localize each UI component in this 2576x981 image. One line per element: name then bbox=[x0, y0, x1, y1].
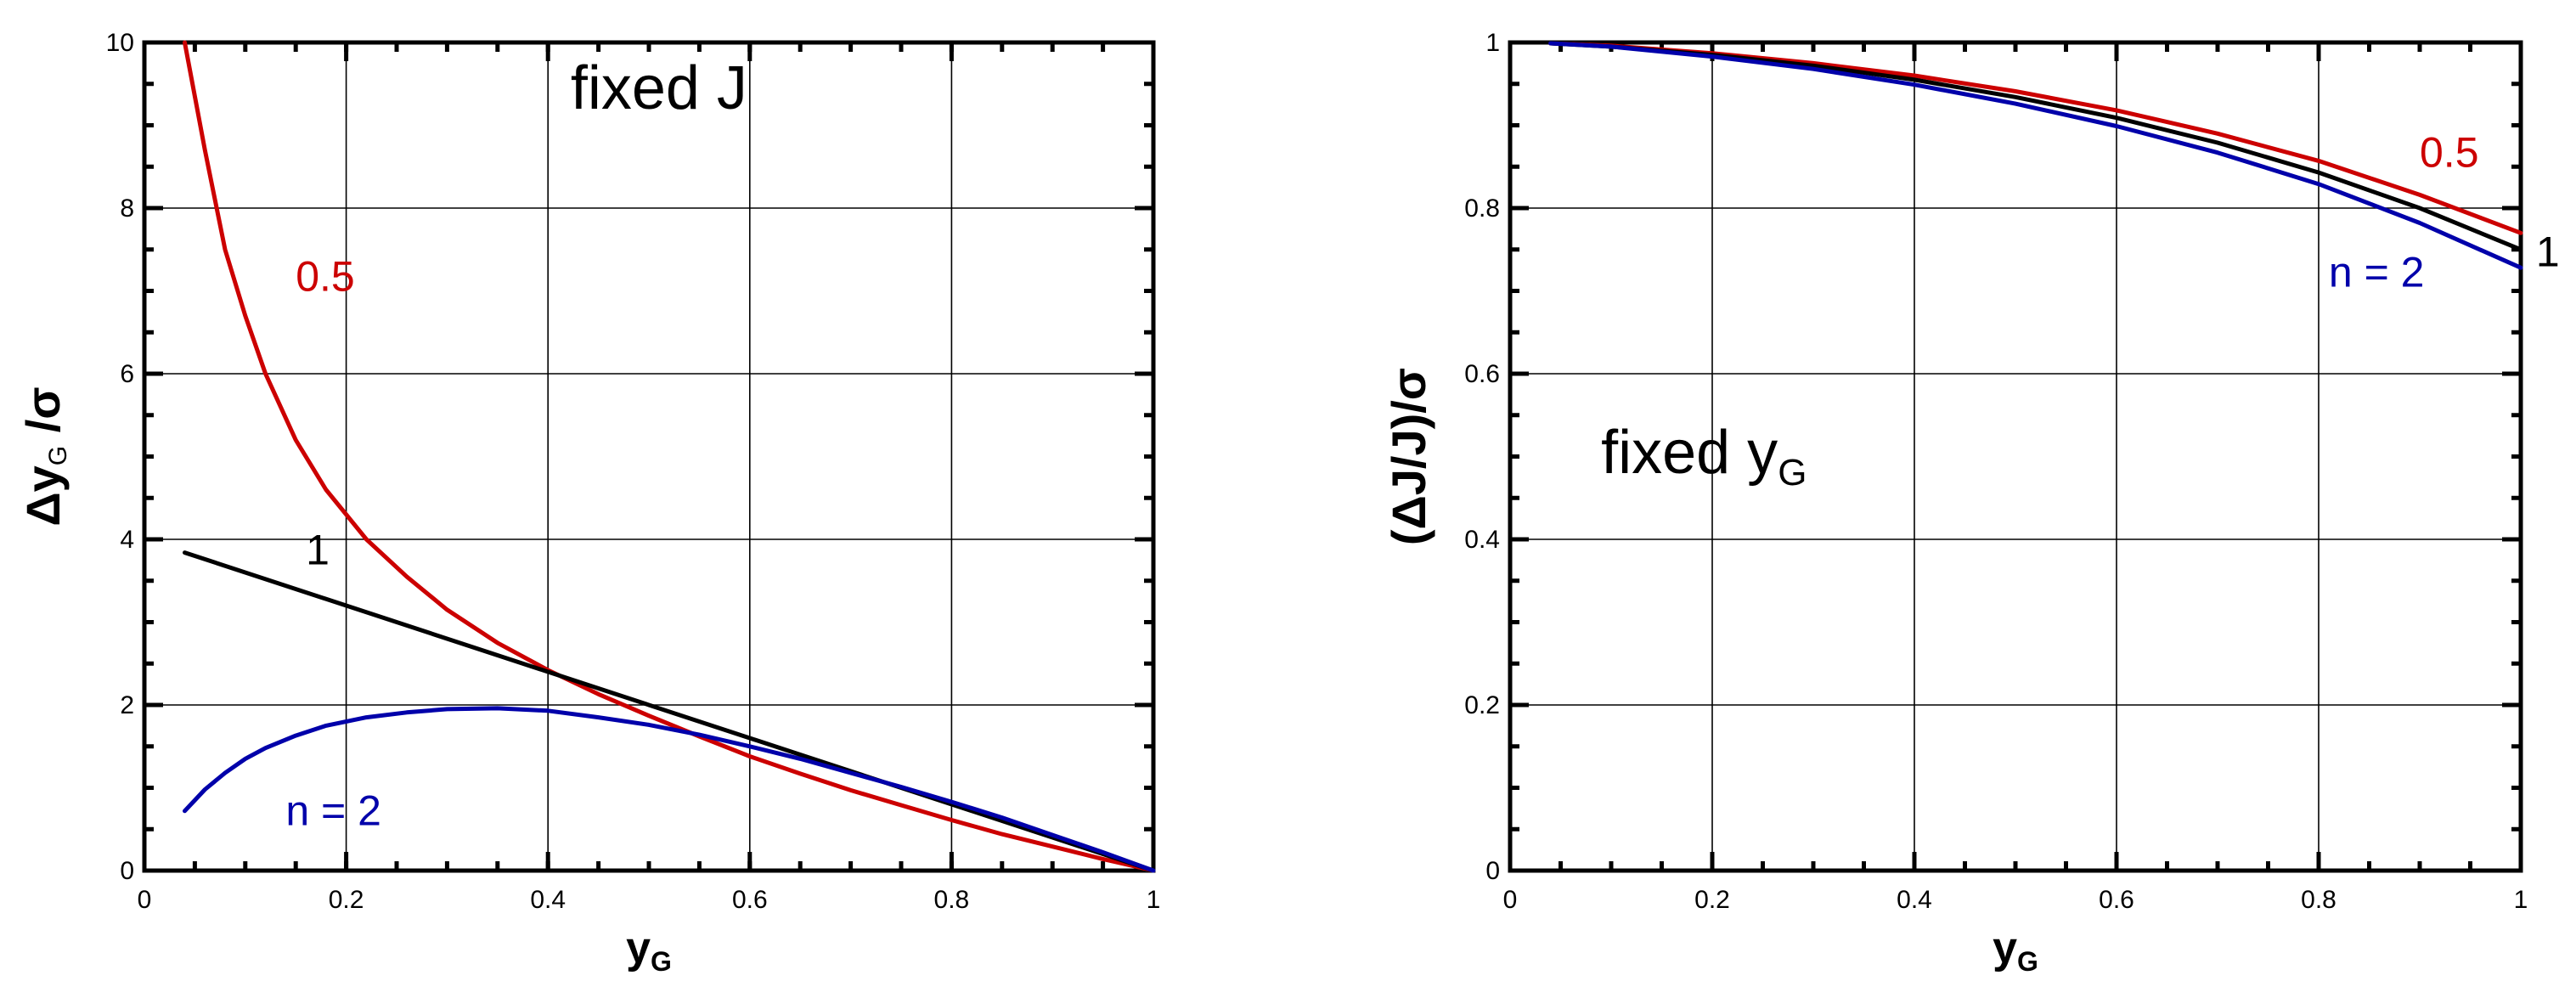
x-tick-label: 0.8 bbox=[2301, 886, 2336, 914]
x-tick-label: 0.2 bbox=[1694, 886, 1730, 914]
series-label-2: n = 2 bbox=[285, 786, 381, 834]
series-label-1: 1 bbox=[2536, 228, 2560, 275]
x-tick-label: 0.4 bbox=[530, 886, 566, 914]
y-tick-label: 0 bbox=[1485, 857, 1500, 885]
chart-annotation: fixed J bbox=[571, 54, 747, 122]
y-axis-title: ΔyG /σ bbox=[16, 386, 72, 526]
series-line-0 bbox=[183, 40, 1156, 873]
series-label-1: 1 bbox=[306, 526, 330, 573]
y-tick-label: 6 bbox=[120, 360, 134, 388]
y-tick-label: 0.8 bbox=[1464, 195, 1500, 223]
chart-right: 0 0.2 0.4 0.6 0.8 1 0 0.2 0.4 0.6 0.8 1 0.5 1 n = 2 yG (… bbox=[1382, 29, 2560, 977]
y-tick-label: 1 bbox=[1485, 29, 1500, 57]
series-label-0: 0.5 bbox=[296, 253, 355, 301]
series-label-0: 0.5 bbox=[2420, 128, 2479, 176]
y-tick-label: 0.2 bbox=[1464, 691, 1500, 719]
series-line-2 bbox=[1548, 41, 2523, 270]
x-tick-label: 0.2 bbox=[329, 886, 364, 914]
x-tick-label: 0.6 bbox=[2099, 886, 2134, 914]
x-axis-title: yG bbox=[626, 923, 672, 977]
x-tick-label: 0 bbox=[138, 886, 152, 914]
y-tick-label: 0.4 bbox=[1464, 526, 1500, 554]
series-line-1 bbox=[1548, 41, 2523, 252]
x-axis-title: yG bbox=[1993, 923, 2038, 977]
x-tick-label: 1 bbox=[2514, 886, 2528, 914]
x-tick-label: 0 bbox=[1503, 886, 1518, 914]
y-tick-label: 4 bbox=[120, 526, 134, 554]
series-line-1 bbox=[183, 550, 1156, 873]
y-tick-label: 2 bbox=[120, 691, 134, 719]
chart-annotation: fixed yG bbox=[1601, 419, 1807, 493]
series-label-2: n = 2 bbox=[2329, 249, 2425, 296]
y-tick-label: 0.6 bbox=[1464, 360, 1500, 388]
x-tick-label: 1 bbox=[1147, 886, 1161, 914]
x-tick-label: 0.8 bbox=[934, 886, 970, 914]
x-tick-label: 0.6 bbox=[732, 886, 768, 914]
y-axis-title: (ΔJ/J)/σ bbox=[1382, 368, 1435, 545]
y-tick-label: 0 bbox=[120, 857, 134, 885]
series-line-2 bbox=[183, 706, 1156, 873]
x-tick-label: 0.4 bbox=[1897, 886, 1932, 914]
y-tick-label: 10 bbox=[106, 29, 134, 57]
y-tick-label: 8 bbox=[120, 195, 134, 223]
plot-frame bbox=[142, 40, 1156, 873]
